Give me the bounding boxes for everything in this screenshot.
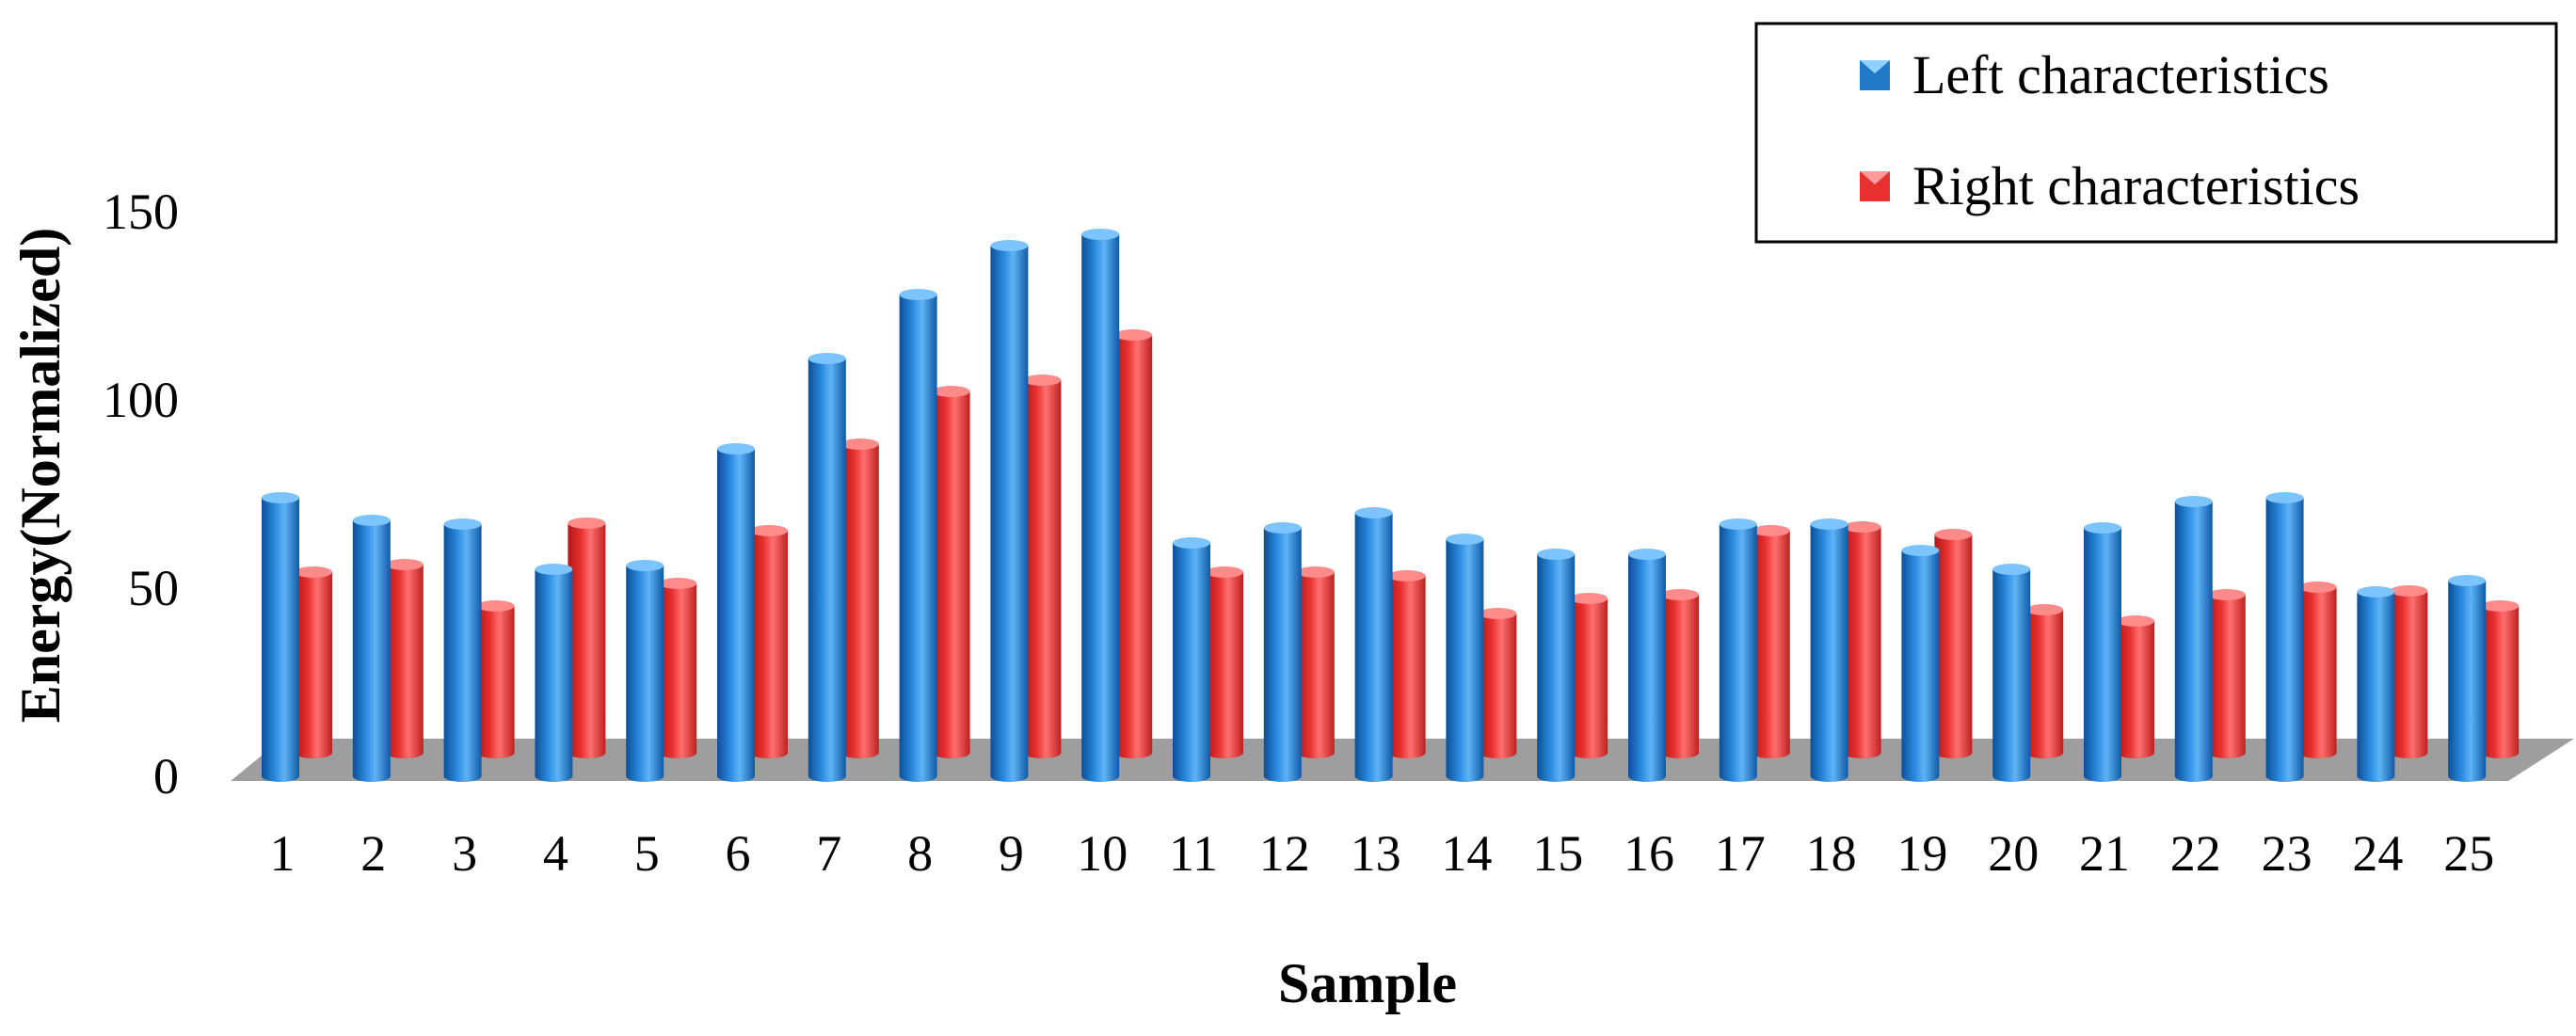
bar-left-11 (1173, 537, 1210, 782)
bar-right-16 (1661, 589, 1699, 758)
y-tick-label-150: 150 (103, 183, 179, 240)
right-series-bars (295, 329, 2520, 759)
x-tick-label-24: 24 (2352, 825, 2403, 882)
x-tick-label-17: 17 (1715, 825, 1766, 882)
y-axis-title: Energy(Normalized) (9, 228, 72, 724)
bar-right-14 (1479, 608, 1517, 759)
x-tick-label-9: 9 (999, 825, 1024, 882)
x-tick-label-18: 18 (1806, 825, 1857, 882)
x-tick-label-23: 23 (2262, 825, 2312, 882)
legend-label-left: Left characteristics (1912, 44, 2329, 105)
x-tick-label-1: 1 (270, 825, 296, 882)
x-tick-label-8: 8 (907, 825, 933, 882)
left-series-bars (262, 229, 2487, 782)
bar-left-6 (717, 443, 755, 782)
y-tick-label-100: 100 (103, 372, 179, 428)
bar-left-3 (443, 518, 482, 782)
x-tick-label-4: 4 (543, 825, 568, 882)
bar-left-1 (262, 492, 299, 782)
legend-swatch-right (1860, 171, 1890, 201)
bar-right-9 (1023, 375, 1062, 759)
bar-left-13 (1354, 507, 1393, 782)
x-tick-label-10: 10 (1077, 825, 1128, 882)
x-tick-label-15: 15 (1532, 825, 1583, 882)
bar-left-16 (1628, 549, 1666, 782)
bar-left-8 (899, 289, 937, 782)
bar-right-4 (568, 518, 606, 759)
bar-right-8 (932, 386, 970, 759)
x-tick-label-2: 2 (360, 825, 386, 882)
x-tick-label-20: 20 (1988, 825, 2039, 882)
bar-left-10 (1081, 229, 1120, 782)
x-axis-ticks: 1 2 3 4 5 6 7 8 9 10 11 12 13 14 15 16 17 18 19 20 21 22 23 24 2… (270, 825, 2495, 882)
x-tick-label-13: 13 (1351, 825, 1401, 882)
bar-left-2 (352, 515, 391, 782)
y-tick-label-50: 50 (128, 560, 179, 616)
bar-left-9 (990, 240, 1029, 782)
legend-swatch-left (1860, 60, 1890, 90)
bar-right-12 (1296, 566, 1335, 759)
bar-right-3 (476, 600, 515, 759)
bar-right-13 (1387, 570, 1426, 759)
x-tick-label-16: 16 (1624, 825, 1674, 882)
bar-left-4 (535, 564, 573, 782)
bar-left-12 (1263, 522, 1302, 782)
bar-left-5 (626, 560, 664, 782)
x-tick-label-11: 11 (1169, 825, 1218, 882)
x-tick-label-22: 22 (2170, 825, 2221, 882)
legend-label-right: Right characteristics (1912, 155, 2360, 216)
x-tick-label-6: 6 (726, 825, 751, 882)
x-tick-label-21: 21 (2079, 825, 2130, 882)
bar-left-25 (2448, 575, 2487, 782)
x-tick-label-14: 14 (1441, 825, 1492, 882)
bar-right-15 (1570, 593, 1608, 759)
bar-right-18 (1843, 521, 1881, 759)
bar-right-1 (295, 566, 332, 758)
bar-left-15 (1537, 549, 1576, 782)
x-tick-label-3: 3 (452, 825, 477, 882)
bar-left-18 (1810, 518, 1848, 782)
x-tick-label-19: 19 (1896, 825, 1947, 882)
bar-left-17 (1719, 518, 1757, 782)
bar-right-21 (2117, 615, 2154, 758)
bar-right-19 (1934, 529, 1973, 759)
bar-left-21 (2084, 522, 2121, 782)
y-axis-ticks: 0 50 100 150 (103, 183, 179, 805)
bar-left-7 (808, 353, 846, 782)
x-tick-label-5: 5 (634, 825, 660, 882)
bar-left-24 (2357, 586, 2395, 782)
bar-right-17 (1752, 525, 1790, 759)
bar-left-19 (1901, 545, 1940, 782)
bar-right-25 (2481, 600, 2520, 759)
bar-left-22 (2174, 496, 2213, 782)
bar-right-6 (750, 525, 788, 758)
bar-right-24 (2390, 585, 2428, 759)
bar-right-2 (385, 559, 424, 759)
bar-right-5 (659, 578, 697, 759)
bar-left-14 (1446, 534, 1484, 782)
y-tick-label-0: 0 (153, 748, 179, 805)
legend: Left characteristics Right characteristi… (1754, 22, 2558, 244)
x-tick-label-12: 12 (1259, 825, 1310, 882)
bar-right-23 (2298, 582, 2337, 759)
bar-right-7 (840, 438, 879, 759)
bar-right-10 (1114, 329, 1153, 759)
bar-right-22 (2207, 589, 2246, 759)
bar-left-20 (1992, 564, 2031, 782)
x-tick-label-7: 7 (816, 825, 841, 882)
legend-box (1754, 22, 2558, 244)
bar-left-23 (2265, 492, 2304, 782)
bar-right-11 (1206, 566, 1243, 758)
bar-right-20 (2025, 604, 2064, 759)
x-axis-title: Sample (1278, 952, 1457, 1014)
x-tick-label-25: 25 (2443, 825, 2494, 882)
